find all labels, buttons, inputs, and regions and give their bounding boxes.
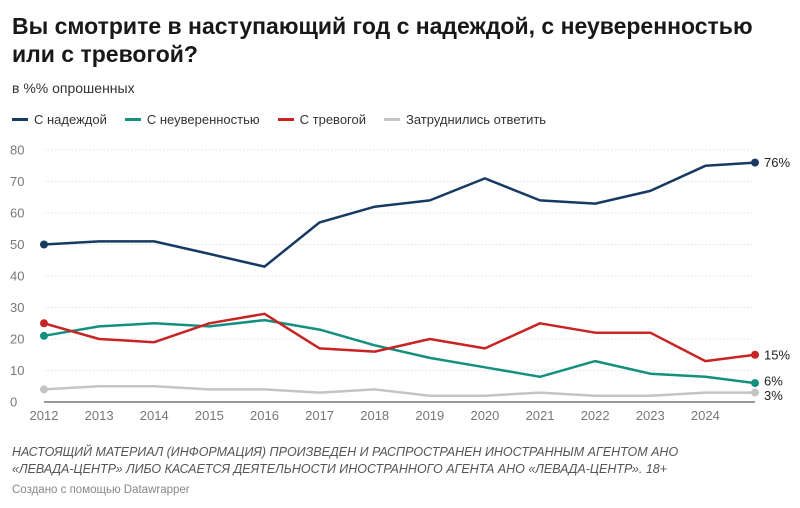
x-tick-label: 2020	[470, 408, 499, 423]
legend-label-anxiety: С тревогой	[299, 112, 366, 127]
chart-title: Вы смотрите в наступающий год с надеждой…	[12, 13, 753, 67]
x-tick-label: 2018	[360, 408, 389, 423]
series-line-1	[42, 318, 757, 385]
y-tick-label: 60	[10, 206, 24, 221]
x-tick-label: 2014	[140, 408, 169, 423]
series-start-point	[40, 331, 48, 340]
x-tick-label: 2017	[305, 408, 334, 423]
series-line-3	[42, 385, 757, 397]
legend: С надеждой С неуверенностью С тревогой З…	[12, 112, 546, 127]
legend-swatch-hope	[12, 118, 28, 121]
legend-item-anxiety: С тревогой	[277, 112, 366, 127]
legend-swatch-anxiety	[277, 118, 294, 121]
series-start-point	[40, 240, 48, 249]
legend-label-hope: С надеждой	[34, 112, 107, 127]
series-start-point	[40, 385, 48, 394]
series-end-label: 3%	[764, 388, 783, 403]
x-tick-label: 2016	[250, 408, 279, 423]
x-tick-label: 2013	[85, 408, 114, 423]
series-start-point	[40, 319, 48, 328]
series-end-label: 15%	[764, 347, 790, 362]
series-line-0	[42, 161, 757, 268]
legend-swatch-uncertainty	[124, 118, 141, 121]
series-end-point	[751, 379, 759, 388]
series-end-point	[751, 158, 759, 167]
legend-label-uncertainty: С неуверенностью	[146, 112, 260, 127]
legend-item-hope: С надеждой	[12, 112, 107, 127]
legend-label-hard-to-say: Затруднились ответить	[406, 112, 547, 127]
legend-item-hard-to-say: Затруднились ответить	[384, 112, 546, 127]
legend-swatch-hard-to-say	[384, 118, 400, 121]
disclaimer: НАСТОЯЩИЙ МАТЕРИАЛ (ИНФОРМАЦИЯ) ПРОИЗВЕД…	[12, 444, 788, 478]
series-end-label: 76%	[764, 155, 790, 170]
chart-subtitle: в %% опрошенных	[12, 80, 135, 96]
x-tick-label: 2019	[415, 408, 444, 423]
y-tick-label: 80	[10, 143, 24, 158]
series-end-point	[751, 388, 759, 397]
legend-item-uncertainty: С неуверенностью	[124, 112, 260, 127]
line-chart: 0 10 20 30 40 50 60 70 80 2012 2013 2014 2015 2016 201…	[10, 143, 790, 424]
y-tick-label: 0	[10, 395, 17, 410]
series-end-label: 6%	[764, 374, 783, 389]
y-tick-label: 10	[10, 363, 24, 378]
series-line-2	[42, 312, 757, 363]
y-tick-label: 40	[10, 269, 24, 284]
disclaimer-line-1: НАСТОЯЩИЙ МАТЕРИАЛ (ИНФОРМАЦИЯ) ПРОИЗВЕД…	[12, 445, 679, 459]
y-tick-label: 50	[10, 237, 24, 252]
series-end-point	[751, 350, 759, 359]
credit: Создано с помощью Datawrapper	[12, 484, 190, 496]
disclaimer-line-2: «ЛЕВАДА-ЦЕНТР» ЛИБО КАСАЕТСЯ ДЕЯТЕЛЬНОСТ…	[12, 462, 668, 476]
x-tick-label: 2022	[581, 408, 610, 423]
y-tick-label: 70	[10, 174, 24, 189]
x-tick-label: 2021	[526, 408, 555, 423]
y-tick-label: 20	[10, 332, 24, 347]
y-tick-label: 30	[10, 300, 24, 315]
x-tick-label: 2023	[636, 408, 665, 423]
x-tick-label: 2024	[691, 408, 720, 423]
x-tick-label: 2015	[195, 408, 224, 423]
x-tick-label: 2012	[30, 408, 59, 423]
